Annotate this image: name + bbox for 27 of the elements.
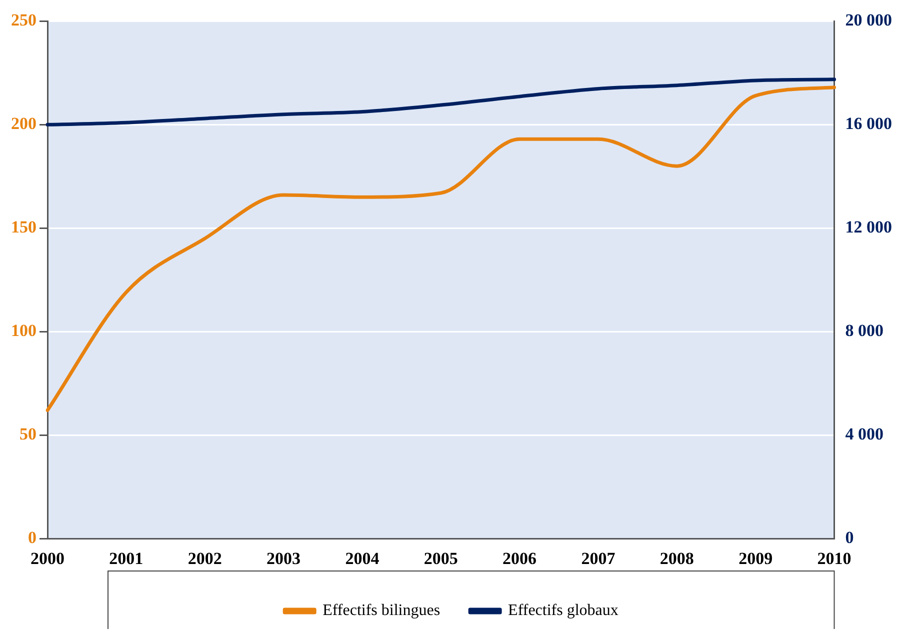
y-tick-label: 50 bbox=[20, 424, 36, 444]
x-tick-label: 2001 bbox=[109, 549, 144, 568]
x-tick-label: 2007 bbox=[581, 549, 616, 568]
x-tick-label: 2003 bbox=[266, 549, 301, 568]
x-tick-label: 2002 bbox=[188, 549, 222, 568]
y2-tick-label: 12 000 bbox=[845, 218, 892, 237]
y2-tick-label: 8 000 bbox=[845, 321, 884, 340]
y2-tick-label: 4 000 bbox=[845, 424, 884, 444]
x-tick-label: 2004 bbox=[345, 549, 380, 568]
y-tick-label: 200 bbox=[11, 114, 36, 134]
y2-tick-label: 0 bbox=[845, 528, 854, 547]
y-tick-label: 150 bbox=[11, 218, 36, 237]
x-tick-label: 2005 bbox=[424, 549, 458, 568]
x-tick-label: 2010 bbox=[817, 549, 852, 568]
legend-label: Effectifs bilingues bbox=[322, 602, 440, 620]
line-series bbox=[46, 78, 836, 126]
y2-tick-label: 16 000 bbox=[845, 114, 892, 134]
y-tick-label: 100 bbox=[11, 321, 36, 340]
x-tick-label: 2006 bbox=[502, 549, 537, 568]
x-tick-label: 2009 bbox=[738, 549, 773, 568]
line-series bbox=[46, 86, 836, 412]
y2-tick-label: 20 000 bbox=[845, 10, 892, 30]
legend-label: Effectifs globaux bbox=[508, 602, 618, 620]
x-tick-label: 2008 bbox=[660, 549, 694, 568]
y-tick-label: 250 bbox=[11, 10, 36, 30]
y-tick-label: 0 bbox=[28, 528, 36, 547]
x-tick-label: 2000 bbox=[30, 549, 64, 568]
